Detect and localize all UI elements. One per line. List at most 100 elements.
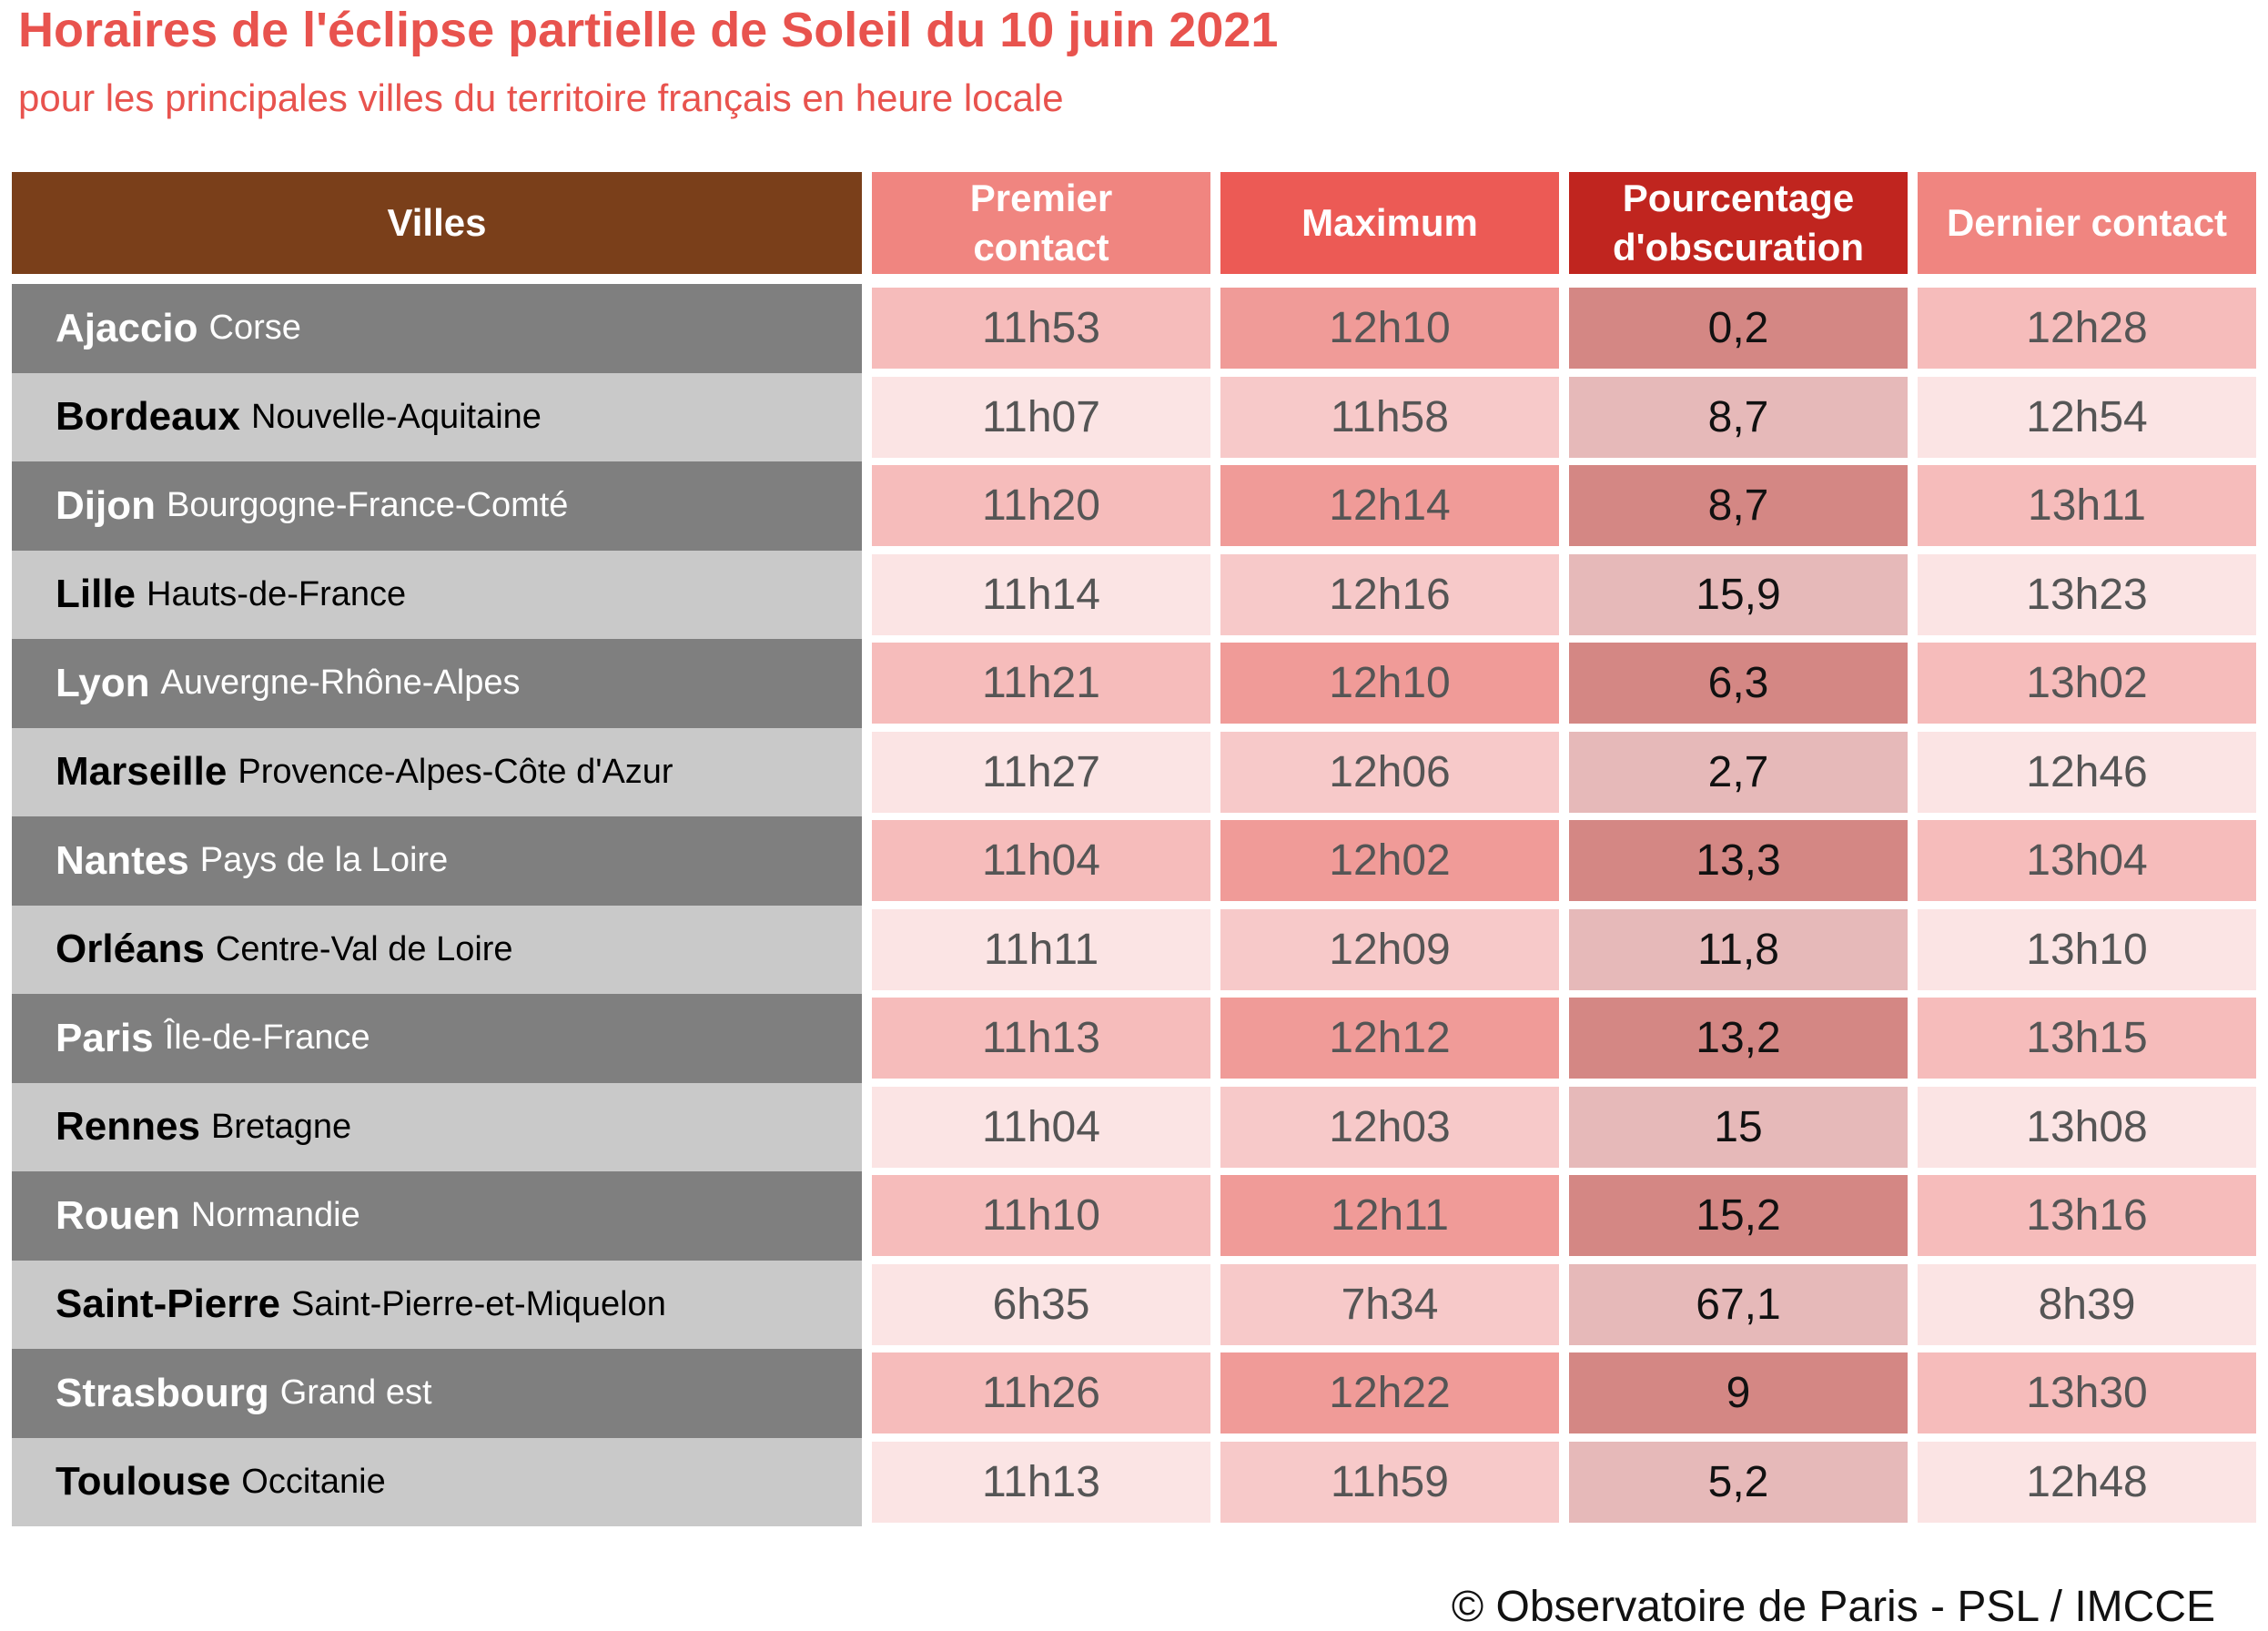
maximum-cell: 12h16 [1220,553,1559,635]
premier-contact-cell: 6h35 [872,1263,1210,1345]
region-name: Hauts-de-France [147,574,407,613]
dernier-contact-cell: 13h15 [1918,998,2256,1079]
dernier-contact-cell: 13h23 [1918,553,2256,635]
dernier-contact-cell: 12h28 [1918,288,2256,369]
city-cell: Lyon Auvergne-Rhône-Alpes [12,639,862,728]
table-row: Strasbourg Grand est 11h26 12h22 9 13h30 [0,1349,2268,1438]
city-name: Orléans [56,927,205,972]
premier-contact-cell: 11h11 [872,908,1210,990]
region-name: Auvergne-Rhône-Alpes [160,664,521,703]
premier-contact-cell: 11h20 [872,465,1210,546]
pourcentage-cell: 15,9 [1569,553,1908,635]
maximum-cell: 12h11 [1220,1175,1559,1256]
region-name: Pays de la Loire [199,841,449,880]
city-name: Bordeaux [56,394,240,440]
city-cell: Nantes Pays de la Loire [12,816,862,906]
dernier-contact-cell: 13h16 [1918,1175,2256,1256]
pourcentage-cell: 5,2 [1569,1441,1908,1523]
dernier-contact-cell: 12h54 [1918,376,2256,458]
pourcentage-cell: 13,3 [1569,820,1908,901]
city-name: Ajaccio [56,305,198,350]
maximum-cell: 12h12 [1220,998,1559,1079]
page-title: Horaires de l'éclipse partielle de Solei… [18,3,1279,57]
maximum-cell: 12h10 [1220,288,1559,369]
city-cell: Toulouse Occitanie [12,1437,862,1526]
maximum-cell: 12h02 [1220,820,1559,901]
table-row: Ajaccio Corse 11h53 12h10 0,2 12h28 [0,284,2268,373]
premier-contact-cell: 11h13 [872,998,1210,1079]
pourcentage-cell: 8,7 [1569,465,1908,546]
maximum-cell: 12h22 [1220,1352,1559,1433]
table-row: Rennes Bretagne 11h04 12h03 15 13h08 [0,1082,2268,1171]
table-row: Lille Hauts-de-France 11h14 12h16 15,9 13h23 [0,550,2268,639]
city-cell: Rennes Bretagne [12,1082,862,1171]
city-cell: Paris Île-de-France [12,994,862,1083]
region-name: Nouvelle-Aquitaine [250,397,542,436]
header-villes: Villes [12,172,862,274]
dernier-contact-cell: 12h48 [1918,1441,2256,1523]
header-premier-contact: Premier contact [872,172,1210,274]
region-name: Corse [208,309,301,348]
city-cell: Ajaccio Corse [12,284,862,373]
city-name: Nantes [56,837,189,883]
copyright: © Observatoire de Paris - PSL / IMCCE [1451,1583,2215,1631]
page-subtitle: pour les principales villes du territoir… [18,76,1064,119]
maximum-cell: 7h34 [1220,1263,1559,1345]
city-name: Marseille [56,749,228,795]
pourcentage-cell: 11,8 [1569,908,1908,990]
table-row: Lyon Auvergne-Rhône-Alpes 11h21 12h10 6,3 13h… [0,639,2268,728]
pourcentage-cell: 9 [1569,1352,1908,1433]
dernier-contact-cell: 13h30 [1918,1352,2256,1433]
city-name: Paris [56,1015,154,1060]
city-name: Rennes [56,1104,200,1150]
region-name: Saint-Pierre-et-Miquelon [290,1284,666,1323]
premier-contact-cell: 11h07 [872,376,1210,458]
maximum-cell: 11h59 [1220,1441,1559,1523]
city-cell: Bordeaux Nouvelle-Aquitaine [12,372,862,461]
maximum-cell: 12h14 [1220,465,1559,546]
dernier-contact-cell: 13h08 [1918,1086,2256,1168]
premier-contact-cell: 11h21 [872,643,1210,724]
dernier-contact-cell: 12h46 [1918,731,2256,813]
city-cell: Marseille Provence-Alpes-Côte d'Azur [12,727,862,816]
pourcentage-cell: 0,2 [1569,288,1908,369]
premier-contact-cell: 11h14 [872,553,1210,635]
city-cell: Rouen Normandie [12,1171,862,1261]
region-name: Occitanie [241,1462,386,1501]
table-row: Dijon Bourgogne-France-Comté 11h20 12h14 8,7… [0,461,2268,551]
pourcentage-cell: 67,1 [1569,1263,1908,1345]
premier-contact-cell: 11h13 [872,1441,1210,1523]
header-maximum: Maximum [1220,172,1559,274]
maximum-cell: 11h58 [1220,376,1559,458]
city-name: Strasbourg [56,1370,269,1415]
premier-contact-cell: 11h53 [872,288,1210,369]
region-name: Grand est [279,1373,432,1413]
city-name: Lille [56,572,137,617]
dernier-contact-cell: 8h39 [1918,1263,2256,1345]
table-row: Orléans Centre-Val de Loire 11h11 12h09 11,8… [0,905,2268,994]
header-pourcentage: Pourcentage d'obscuration [1569,172,1908,274]
table-row: Rouen Normandie 11h10 12h11 15,2 13h16 [0,1171,2268,1261]
maximum-cell: 12h06 [1220,731,1559,813]
pourcentage-cell: 13,2 [1569,998,1908,1079]
table-row: Saint-Pierre Saint-Pierre-et-Miquelon 6h35… [0,1260,2268,1349]
city-name: Toulouse [56,1459,231,1504]
table-row: Nantes Pays de la Loire 11h04 12h02 13,3 13h0… [0,816,2268,906]
table-row: Toulouse Occitanie 11h13 11h59 5,2 12h48 [0,1437,2268,1526]
maximum-cell: 12h09 [1220,908,1559,990]
table-row: Marseille Provence-Alpes-Côte d'Azur 11h27… [0,727,2268,816]
table-row: Bordeaux Nouvelle-Aquitaine 11h07 11h58 8,7 1… [0,372,2268,461]
maximum-cell: 12h03 [1220,1086,1559,1168]
pourcentage-cell: 2,7 [1569,731,1908,813]
dernier-contact-cell: 13h04 [1918,820,2256,901]
city-cell: Strasbourg Grand est [12,1349,862,1438]
region-name: Centre-Val de Loire [215,929,513,968]
region-name: Bretagne [210,1107,352,1146]
premier-contact-cell: 11h04 [872,1086,1210,1168]
city-cell: Lille Hauts-de-France [12,550,862,639]
city-cell: Dijon Bourgogne-France-Comté [12,461,862,551]
dernier-contact-cell: 13h02 [1918,643,2256,724]
city-cell: Saint-Pierre Saint-Pierre-et-Miquelon [12,1260,862,1349]
city-name: Saint-Pierre [56,1282,280,1327]
table-row: Paris Île-de-France 11h13 12h12 13,2 13h15 [0,994,2268,1083]
